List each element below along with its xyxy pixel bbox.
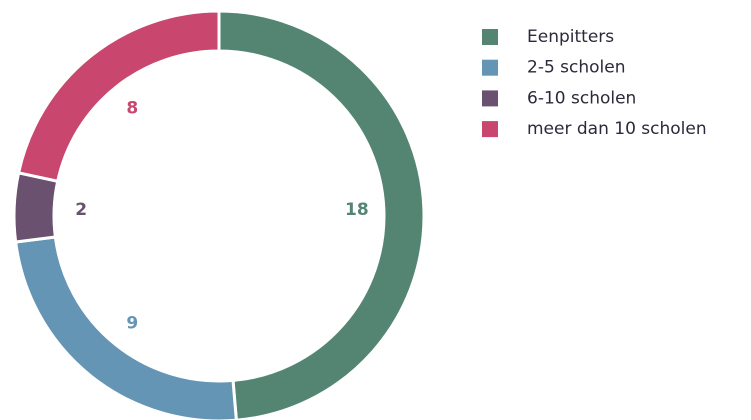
legend-text: Eenpitters (527, 27, 614, 47)
value-label: 9 (126, 313, 138, 333)
legend-text: 2-5 scholen (527, 58, 626, 78)
value-label: 2 (75, 200, 87, 220)
legend-text: meer dan 10 scholen (527, 119, 707, 139)
value-label: 18 (345, 200, 369, 220)
legend-swatch (482, 59, 498, 76)
donut-segment (217, 9, 426, 420)
legend-swatch (482, 121, 498, 138)
value-label: 8 (126, 99, 138, 119)
legend-swatch (482, 90, 498, 107)
donut-segment (16, 9, 221, 184)
legend-swatch (482, 29, 498, 45)
legend-text: 6-10 scholen (527, 88, 636, 108)
donut-segment (12, 171, 60, 244)
